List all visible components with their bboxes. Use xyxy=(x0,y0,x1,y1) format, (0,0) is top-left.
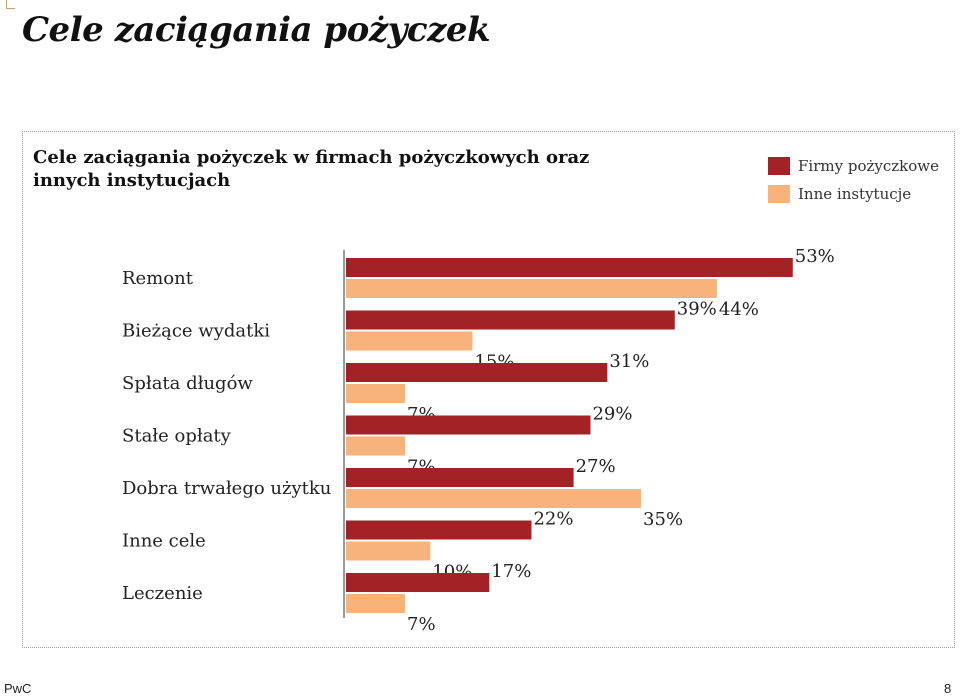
category-label: Bieżące wydatki xyxy=(122,321,270,342)
category-label: Inne cele xyxy=(122,531,206,552)
chart-title: Cele zaciągania pożyczek w firmach pożyc… xyxy=(33,147,590,191)
chart-legend: Firmy pożyczkowe Inne instytucje xyxy=(768,152,939,208)
data-label: 27% xyxy=(576,456,616,477)
bar-inne xyxy=(346,489,642,508)
data-label: 17% xyxy=(491,561,531,582)
data-label: 22% xyxy=(533,509,573,530)
page-number: 8 xyxy=(944,681,952,696)
corner-mark xyxy=(6,0,15,9)
chart-panel: Cele zaciągania pożyczek w firmach pożyc… xyxy=(22,131,955,648)
data-label: 29% xyxy=(592,404,632,425)
legend-swatch-inne xyxy=(768,185,790,203)
category-label: Remont xyxy=(122,268,194,289)
bar-firmy xyxy=(346,468,574,487)
legend-label-inne: Inne instytucje xyxy=(798,185,912,203)
bar-inne xyxy=(346,594,406,613)
bar-firmy xyxy=(346,573,490,592)
page-title: Cele zaciągania pożyczek xyxy=(22,10,491,50)
legend-swatch-firmy xyxy=(768,157,790,175)
bar-inne xyxy=(346,279,717,298)
category-label: Spłata długów xyxy=(122,373,253,394)
bar-inne xyxy=(346,384,406,403)
bar-firmy xyxy=(346,520,532,540)
category-label: Dobra trwałego użytku xyxy=(122,478,331,499)
data-label: 31% xyxy=(609,351,649,372)
bar-inne xyxy=(346,541,431,561)
legend-label-firmy: Firmy pożyczkowe xyxy=(798,157,939,175)
bar-inne xyxy=(346,436,406,456)
bar-firmy xyxy=(346,258,793,277)
data-label: 7% xyxy=(407,614,436,635)
bar-firmy xyxy=(346,310,675,330)
legend-item-firmy: Firmy pożyczkowe xyxy=(768,152,939,180)
category-label: Stałe opłaty xyxy=(122,426,232,447)
legend-item-inne: Inne instytucje xyxy=(768,180,939,208)
category-label: Leczenie xyxy=(122,583,203,604)
footer-brand: PwC xyxy=(4,681,32,696)
bar-firmy xyxy=(346,363,608,382)
data-label: 35% xyxy=(643,509,683,530)
bar-firmy xyxy=(346,415,591,435)
data-label: 44% xyxy=(719,299,759,320)
bar-inne xyxy=(346,331,473,351)
data-label: 39% xyxy=(677,299,717,320)
data-label: 53% xyxy=(795,246,835,267)
